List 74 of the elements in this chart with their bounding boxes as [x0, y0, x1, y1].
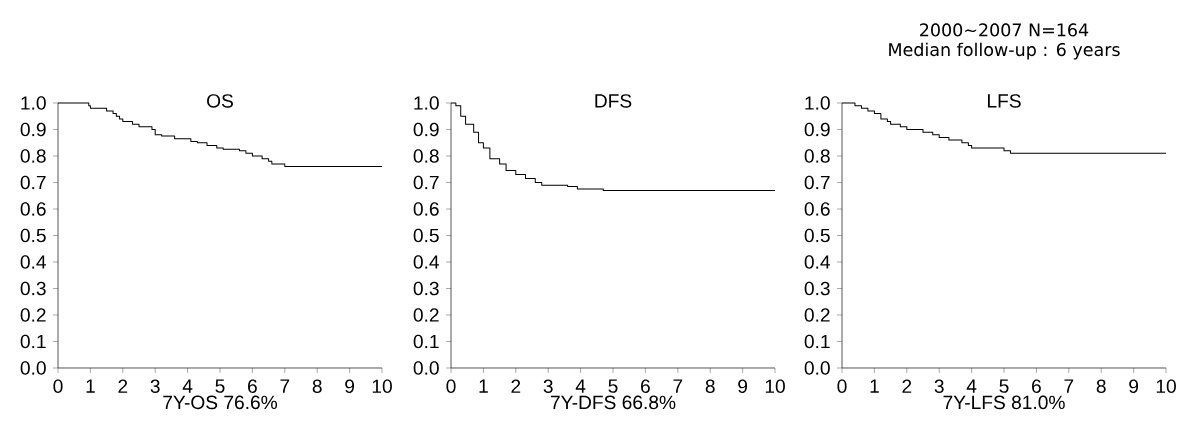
y-tick-label: 0.4 — [413, 255, 439, 269]
x-tick-label: 1 — [86, 379, 95, 393]
y-tick-label: 0.6 — [804, 202, 830, 216]
x-tick-label: 8 — [312, 379, 322, 394]
x-tick-label: 2 — [511, 379, 521, 393]
x-tick-label: 10 — [765, 379, 785, 394]
y-tick-label: 0.5 — [413, 228, 439, 243]
y-tick-label: 0.0 — [413, 361, 439, 375]
x-tick-label: 10 — [1156, 379, 1176, 394]
x-tick-label: 7 — [673, 379, 683, 393]
x-tick-label: 7 — [280, 379, 290, 393]
chart-title: LFS — [988, 94, 1021, 108]
text: 2000∼2007 N=164 — [920, 23, 1089, 37]
y-tick-label: 0.1 — [20, 334, 46, 349]
y-tick-label: 0.4 — [20, 255, 46, 269]
x-tick-label: 1 — [870, 379, 879, 393]
y-tick-label: 0.8 — [804, 149, 830, 163]
x-tick-label: 4 — [182, 379, 193, 393]
x-tick-label: 9 — [738, 379, 748, 394]
y-tick-label: 0.1 — [804, 334, 830, 349]
chart-title: DFS — [595, 94, 632, 108]
y-tick-label: 0.6 — [413, 202, 439, 216]
y-tick-label: 0.7 — [413, 175, 439, 190]
y-tick-label: 0.2 — [804, 308, 830, 322]
x-tick-label: 5 — [608, 379, 618, 393]
x-axis-title: 7Y-LFS 81.0% — [943, 395, 1065, 410]
y-tick-label: 0.1 — [413, 334, 439, 349]
x-tick-label: 0 — [446, 379, 456, 394]
text: Median follow-up : 6 years — [889, 42, 1120, 60]
x-tick-label: 4 — [575, 379, 586, 393]
y-tick-label: 0.5 — [804, 228, 830, 243]
x-tick-label: 8 — [705, 379, 715, 394]
x-tick-label: 0 — [53, 379, 63, 394]
y-tick-label: 1.0 — [21, 96, 46, 110]
y-tick-label: 0.2 — [20, 308, 46, 322]
y-tick-label: 0.7 — [804, 175, 830, 190]
x-tick-label: 8 — [1096, 379, 1106, 394]
x-tick-label: 3 — [543, 379, 553, 394]
x-tick-label: 9 — [1129, 379, 1139, 394]
y-tick-label: 0.3 — [413, 281, 439, 296]
x-tick-label: 10 — [372, 379, 392, 394]
y-tick-label: 0.4 — [804, 255, 830, 269]
y-tick-label: 0.7 — [20, 175, 46, 190]
y-tick-label: 0.9 — [413, 122, 439, 137]
y-tick-label: 0.3 — [804, 281, 830, 296]
x-tick-label: 9 — [345, 379, 355, 394]
y-tick-label: 0.5 — [20, 228, 46, 243]
y-tick-label: 0.9 — [804, 122, 830, 137]
y-tick-label: 0.8 — [413, 149, 439, 163]
y-tick-label: 0.3 — [20, 281, 46, 296]
x-axis-title: 7Y-DFS 66.8% — [550, 395, 676, 410]
x-tick-label: 3 — [150, 379, 160, 394]
y-tick-label: 0.9 — [20, 122, 46, 137]
x-tick-label: 6 — [641, 379, 650, 394]
x-tick-label: 2 — [902, 379, 912, 393]
x-tick-label: 1 — [479, 379, 488, 393]
x-tick-label: 7 — [1064, 379, 1074, 393]
x-tick-label: 6 — [1032, 379, 1041, 394]
y-tick-label: 0.2 — [413, 308, 439, 322]
y-tick-label: 0.0 — [804, 361, 830, 375]
x-tick-label: 3 — [934, 379, 944, 394]
x-axis-title: 7Y-OS 76.6% — [163, 395, 278, 410]
y-tick-label: 1.0 — [414, 96, 439, 110]
chart-title: OS — [207, 94, 233, 108]
x-tick-label: 6 — [248, 379, 257, 394]
x-tick-label: 4 — [966, 379, 977, 393]
y-tick-label: 0.0 — [20, 361, 46, 375]
y-tick-label: 1.0 — [805, 96, 830, 110]
x-tick-label: 5 — [215, 379, 225, 393]
x-tick-label: 5 — [999, 379, 1009, 393]
y-tick-label: 0.8 — [20, 149, 46, 163]
y-tick-label: 0.6 — [20, 202, 46, 216]
x-tick-label: 2 — [118, 379, 128, 393]
x-tick-label: 0 — [837, 379, 847, 394]
